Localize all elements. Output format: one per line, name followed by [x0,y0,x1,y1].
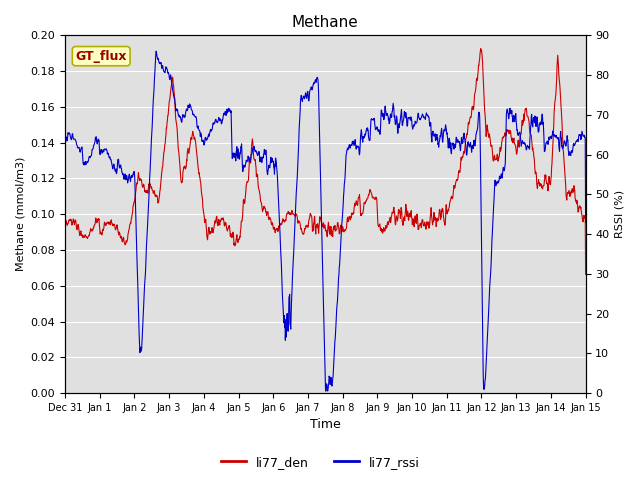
Legend: li77_den, li77_rssi: li77_den, li77_rssi [216,451,424,474]
Y-axis label: Methane (mmol/m3): Methane (mmol/m3) [15,157,25,271]
Text: GT_flux: GT_flux [76,49,127,63]
X-axis label: Time: Time [310,419,340,432]
Title: Methane: Methane [292,15,358,30]
Y-axis label: RSSI (%): RSSI (%) [615,190,625,238]
